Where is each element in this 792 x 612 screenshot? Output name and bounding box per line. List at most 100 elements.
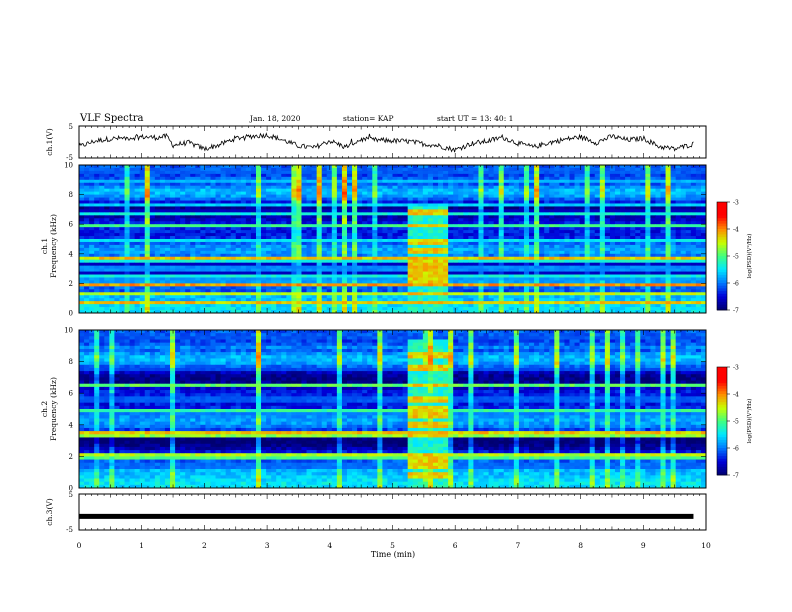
spectrogram-cell (195, 191, 201, 195)
spectrogram-cell (645, 236, 651, 240)
spectrogram-cell (549, 241, 555, 246)
spectrogram-cell (599, 165, 606, 169)
spectrogram-cell (549, 250, 555, 255)
spectrogram-cell (508, 271, 515, 275)
spectrogram-cell (620, 218, 626, 222)
spectrogram-cell (534, 227, 540, 231)
spectrogram-cell (321, 233, 328, 237)
spectrogram-cell (326, 250, 333, 255)
spectrogram-cell (544, 176, 550, 181)
spectrogram-cell (180, 265, 186, 269)
spectrogram-cell (311, 165, 318, 169)
spectrogram-cell (316, 259, 323, 264)
spectrogram-cell (432, 247, 439, 252)
spectrogram-cell (352, 227, 358, 231)
spectrogram-cell (311, 253, 318, 258)
spectrogram-cell (281, 233, 287, 237)
spectrogram-cell (529, 224, 535, 228)
spectrogram-cell (655, 212, 661, 216)
spectrogram-cell (266, 165, 272, 169)
spectrogram-cell (286, 185, 292, 190)
spectrogram-cell (448, 185, 454, 190)
spectrogram-cell (478, 224, 484, 228)
spectrogram-cell (695, 170, 702, 175)
spectrogram-cell (468, 256, 474, 261)
spectrogram-cell (569, 241, 575, 246)
spectrogram-cell (291, 221, 297, 225)
spectrogram-cell (250, 239, 257, 243)
spectrogram-cell (94, 215, 100, 219)
spectrogram-cell (402, 191, 409, 195)
spectrogram-cell (453, 244, 459, 249)
spectrogram-cell (180, 185, 186, 190)
spectrogram-cell (518, 241, 525, 246)
spectrogram-cell (261, 185, 267, 190)
spectrogram-cell (170, 274, 176, 278)
spectrogram-cell (372, 212, 378, 216)
spectrogram-cell (665, 250, 672, 255)
spectrogram-cell (498, 247, 505, 252)
spectrogram-cell (301, 221, 307, 225)
spectrogram-cell (311, 221, 318, 225)
spectrogram-cell (291, 170, 297, 175)
spectrogram-cell (458, 253, 464, 258)
spectrogram-cell (443, 176, 449, 181)
spectrogram-cell (675, 194, 682, 198)
spectrogram-cell (79, 182, 85, 187)
spectrogram-cell (139, 256, 146, 261)
spectrogram-cell (700, 274, 707, 278)
spectrogram-cell (89, 167, 95, 172)
spectrogram-cell (468, 206, 474, 210)
spectrogram-cell (574, 170, 580, 175)
spectrogram-cell (539, 170, 545, 175)
spectrogram-cell (518, 191, 525, 195)
spectrogram-cell (569, 176, 575, 181)
spectrogram-cell (109, 233, 115, 237)
spectrogram-cell (286, 179, 292, 184)
spectrogram-cell (544, 182, 550, 187)
spectrogram-cell (124, 262, 130, 267)
spectrogram-cell (640, 215, 646, 219)
spectrogram-cell (170, 250, 176, 255)
spectrogram-cell (655, 239, 661, 243)
spectrogram-cell (498, 173, 505, 178)
spectrogram-cell (645, 173, 651, 178)
spectrogram-cell (195, 185, 201, 190)
spectrogram-cell (549, 212, 555, 216)
spectrogram-cell (478, 209, 484, 213)
spectrogram-cell (625, 241, 631, 246)
spectrogram-cell (175, 250, 181, 255)
spectrogram-cell (609, 165, 616, 169)
spectrogram-cell (397, 233, 404, 237)
spectrogram-cell (655, 182, 661, 187)
spectrogram-cell (255, 221, 262, 225)
spectrogram-cell (175, 197, 181, 201)
spectrogram-cell (594, 262, 601, 267)
spectrogram-cell (230, 188, 237, 193)
spectrogram-cell (635, 224, 641, 228)
spectrogram-cell (377, 241, 383, 246)
spectrogram-cell (301, 239, 307, 243)
spectrogram-cell (559, 274, 565, 278)
spectrogram-cell (427, 215, 434, 219)
spectrogram-cell (119, 233, 125, 237)
spectrogram-cell (407, 197, 414, 201)
spectrogram-cell (84, 265, 90, 269)
spectrogram-cell (352, 271, 358, 275)
spectrogram-cell (468, 197, 474, 201)
spectrogram-cell (458, 221, 464, 225)
spectrogram-cell (432, 167, 439, 172)
spectrogram-cell (387, 268, 393, 272)
spectrogram-cell (215, 250, 221, 255)
spectrogram-cell (589, 212, 596, 216)
spectrogram-cell (589, 176, 596, 181)
spectrogram-cell (443, 230, 449, 234)
spectrogram-cell (281, 206, 287, 210)
spectrogram-cell (579, 182, 586, 187)
spectrogram-cell (695, 173, 702, 178)
spectrogram-cell (670, 173, 677, 178)
spectrogram-cell (255, 277, 262, 281)
spectrogram-cell (104, 203, 110, 207)
spectrogram-cell (139, 224, 146, 228)
spectrogram-cell (144, 253, 151, 258)
